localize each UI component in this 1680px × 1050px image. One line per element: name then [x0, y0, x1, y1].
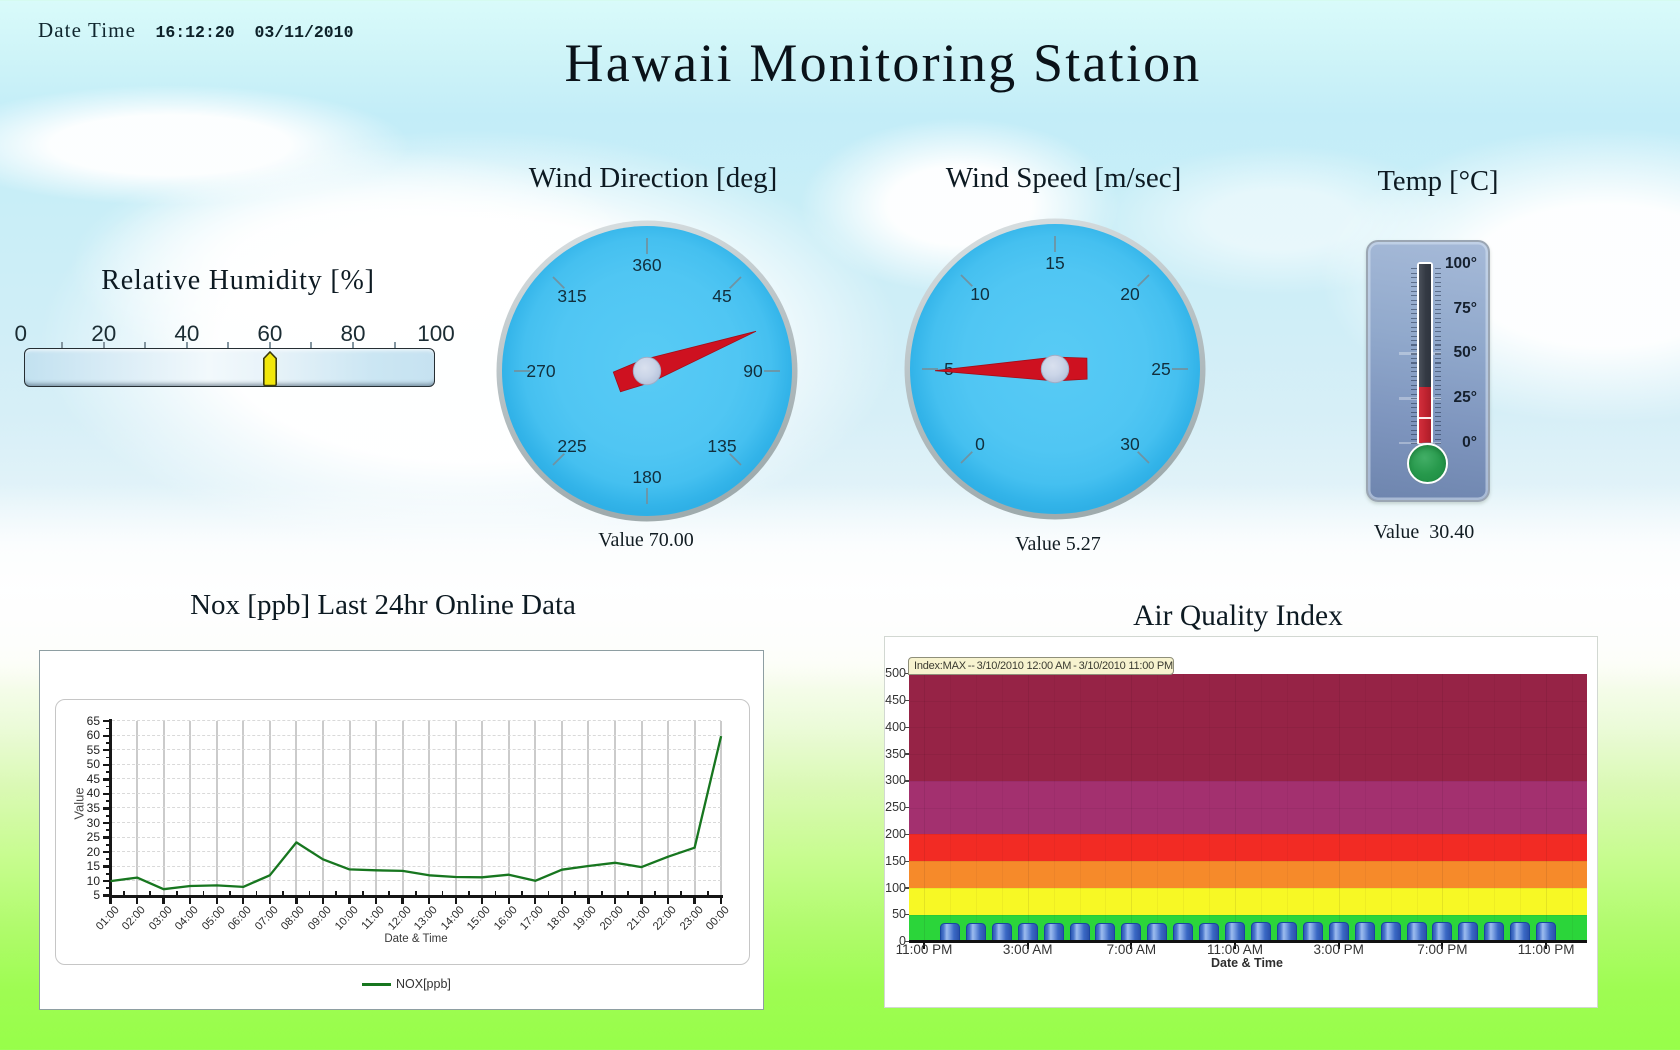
svg-text:225: 225 — [557, 436, 586, 456]
svg-text:315: 315 — [557, 286, 586, 306]
svg-text:45: 45 — [712, 286, 731, 306]
svg-text:0: 0 — [975, 434, 985, 454]
svg-text:20: 20 — [1120, 284, 1140, 304]
svg-text:180: 180 — [632, 467, 661, 487]
svg-text:30: 30 — [1120, 434, 1140, 454]
svg-text:10: 10 — [970, 284, 990, 304]
svg-text:25: 25 — [1151, 359, 1170, 379]
svg-text:135: 135 — [707, 436, 736, 456]
svg-text:90: 90 — [743, 361, 763, 381]
svg-text:360: 360 — [632, 255, 661, 275]
svg-text:15: 15 — [1045, 253, 1064, 273]
svg-text:270: 270 — [526, 361, 555, 381]
